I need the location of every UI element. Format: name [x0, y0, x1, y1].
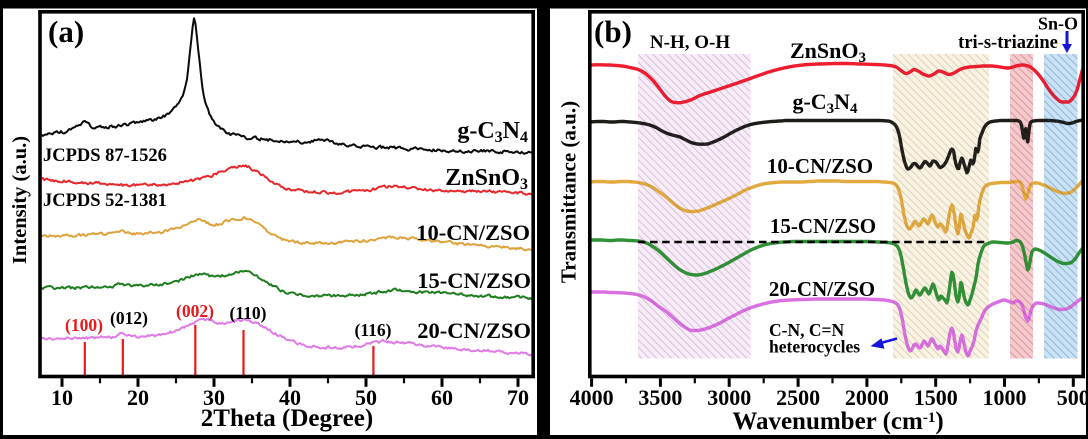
- svg-text:Wavenumber (cm-1): Wavenumber (cm-1): [732, 408, 943, 435]
- svg-text:(100): (100): [65, 315, 103, 335]
- svg-text:Sn-O: Sn-O: [1038, 14, 1078, 34]
- svg-text:500: 500: [1057, 385, 1088, 410]
- svg-text:2Theta (Degree): 2Theta (Degree): [201, 405, 373, 432]
- svg-text:(002): (002): [176, 301, 214, 321]
- svg-text:tri-s-triazine: tri-s-triazine: [958, 33, 1058, 53]
- svg-text:60: 60: [431, 385, 453, 410]
- svg-text:(110): (110): [230, 303, 267, 323]
- svg-text:20: 20: [127, 385, 149, 410]
- svg-text:heterocycles: heterocycles: [769, 337, 860, 357]
- svg-text:10-CN/ZSO: 10-CN/ZSO: [767, 154, 873, 178]
- svg-text:C-N, C=N: C-N, C=N: [769, 320, 844, 340]
- svg-text:3500: 3500: [638, 385, 682, 410]
- svg-text:30: 30: [203, 385, 225, 410]
- svg-text:2000: 2000: [845, 385, 889, 410]
- svg-text:Intensity (a.u.): Intensity (a.u.): [9, 136, 31, 264]
- svg-text:70: 70: [507, 385, 529, 410]
- svg-text:(b): (b): [594, 14, 632, 49]
- svg-text:10: 10: [51, 385, 73, 410]
- svg-text:1500: 1500: [914, 385, 958, 410]
- svg-text:3000: 3000: [707, 385, 751, 410]
- svg-text:20-CN/ZSO: 20-CN/ZSO: [769, 277, 875, 301]
- svg-text:g-C3N4: g-C3N4: [792, 89, 858, 117]
- svg-text:2500: 2500: [776, 385, 820, 410]
- svg-text:ZnSnO3: ZnSnO3: [790, 38, 866, 66]
- svg-text:(012): (012): [110, 308, 148, 328]
- svg-text:15-CN/ZSO: 15-CN/ZSO: [417, 268, 531, 293]
- svg-text:4000: 4000: [570, 385, 614, 410]
- svg-text:(a): (a): [48, 14, 84, 49]
- svg-text:g-C3N4: g-C3N4: [457, 118, 528, 146]
- svg-text:1000: 1000: [983, 385, 1027, 410]
- svg-text:20-CN/ZSO: 20-CN/ZSO: [417, 318, 531, 343]
- svg-text:JCPDS 87-1526: JCPDS 87-1526: [43, 146, 167, 166]
- svg-text:10-CN/ZSO: 10-CN/ZSO: [416, 220, 530, 245]
- svg-text:JCPDS 52-1381: JCPDS 52-1381: [43, 191, 167, 211]
- svg-text:50: 50: [355, 385, 377, 410]
- svg-text:N-H, O-H: N-H, O-H: [650, 32, 730, 53]
- svg-text:Transmittance (a.u.): Transmittance (a.u.): [557, 101, 581, 283]
- svg-text:ZnSnO3: ZnSnO3: [445, 165, 528, 193]
- svg-text:15-CN/ZSO: 15-CN/ZSO: [770, 214, 876, 238]
- svg-text:40: 40: [279, 385, 301, 410]
- svg-text:(116): (116): [355, 320, 392, 340]
